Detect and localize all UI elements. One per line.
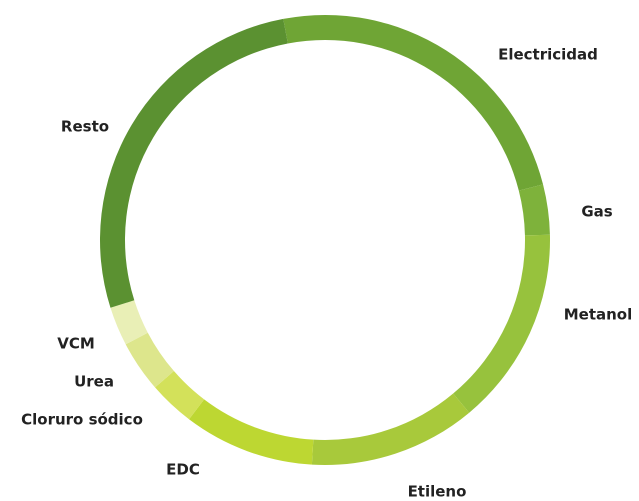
- donut-segment: [311, 393, 470, 465]
- donut-segment: [155, 371, 205, 420]
- segment-label: Resto: [61, 118, 109, 136]
- donut-segment: [110, 300, 148, 345]
- segment-label: EDC: [166, 461, 200, 479]
- segment-label: Etileno: [408, 483, 467, 501]
- segment-label: Metanol: [564, 306, 633, 324]
- donut-segment: [518, 184, 550, 236]
- segment-label: Cloruro sódico: [21, 411, 143, 429]
- segment-label: Gas: [581, 203, 612, 221]
- donut-segment: [189, 399, 314, 465]
- donut-segment: [453, 234, 550, 413]
- donut-segment: [283, 15, 544, 191]
- donut-segment: [125, 332, 174, 388]
- segment-label: VCM: [57, 335, 95, 353]
- segment-label: Electricidad: [498, 46, 598, 64]
- segment-label: Urea: [74, 373, 114, 391]
- donut-segment: [99, 18, 288, 308]
